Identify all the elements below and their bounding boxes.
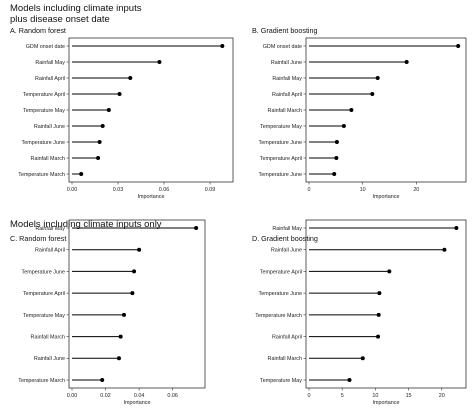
panel-d-y-tick-label: Temperature April	[260, 269, 302, 275]
panel-a-y-tick-label: Rainfall June	[34, 124, 65, 130]
panel-b-y-tick-label: GDM onset date	[263, 44, 302, 50]
panel-b-point	[375, 76, 380, 80]
panel-d-point	[387, 269, 392, 274]
panel-a-point	[79, 172, 84, 176]
panel-c-y-tick-label: Temperature March	[18, 378, 65, 384]
panel-a-point	[97, 140, 102, 144]
panel-d-point	[376, 334, 381, 339]
panel-a-y-tick-label: Rainfall April	[35, 76, 65, 82]
panel-a-y-tick-label: Temperature May	[23, 108, 65, 114]
panel-a-y-tick-label: Temperature April	[23, 92, 65, 98]
panel-b-title: B. Gradient boosting	[252, 26, 318, 35]
panel-b-point	[341, 124, 346, 128]
panel-b-x-axis-title: Importance	[373, 194, 400, 200]
panel-a-y-tick-label: GDM onset date	[26, 44, 65, 50]
panel-c-x-tick-label: 0.06	[167, 393, 178, 399]
panel-a-y-tick-label: Temperature March	[18, 172, 65, 178]
panel-b-point	[349, 108, 354, 112]
panel-b-y-tick-label: Temperature April	[260, 156, 302, 162]
panel-b-point	[404, 60, 409, 64]
panel-d-point	[360, 356, 365, 361]
panel-c-y-tick-label: Temperature June	[22, 269, 65, 275]
panel-a-point	[117, 92, 122, 96]
panel-d-point	[377, 291, 382, 296]
panel-a-y-tick-label: Temperature June	[22, 140, 65, 146]
panel-d-y-tick-label: Temperature March	[255, 313, 302, 319]
section-heading-climate-only: Models including climate inputs only	[10, 219, 162, 230]
panel-d-x-tick-label: 5	[341, 393, 344, 399]
panel-a-x-tick-label: 0.06	[159, 187, 170, 193]
panel-d-y-tick-label: Rainfall March	[268, 356, 302, 362]
section-heading-climate-plus-onset-line1: Models including climate inputs	[10, 3, 142, 14]
panel-b-point	[334, 156, 339, 160]
panel-a-point	[96, 156, 101, 160]
panel-d-x-tick-label: 0	[308, 393, 311, 399]
panel-c-point	[122, 312, 126, 317]
panel-c-point	[130, 291, 135, 296]
panel-b-point	[334, 140, 339, 144]
panel-b-point	[456, 44, 461, 48]
panel-b-point	[370, 92, 375, 96]
panel-a-x-tick-label: 0.03	[113, 187, 124, 193]
panel-c-x-tick-label: 0.02	[100, 393, 111, 399]
panel-d-title: D. Gradient boosting	[252, 234, 318, 243]
panel-b-y-tick-label: Rainfall June	[271, 60, 302, 66]
panel-a-point	[128, 76, 133, 80]
panel-d-y-tick-label: Temperature June	[259, 291, 302, 297]
section-heading-climate-plus-onset-line2: plus disease onset date	[10, 14, 110, 25]
panel-d-point	[442, 247, 447, 252]
panel-c-point	[100, 378, 105, 382]
panel-d-x-tick-label: 15	[406, 393, 412, 399]
panel-d-point	[347, 378, 352, 382]
panel-d-frame	[305, 219, 467, 389]
panel-c-point	[194, 226, 199, 230]
panel-a-y-tick-label: Rainfall May	[35, 60, 65, 66]
panel-c-x-tick-label: 0.00	[67, 393, 78, 399]
panel-d-x-axis-title: Importance	[373, 400, 400, 406]
panel-c-y-tick-label: Temperature April	[23, 291, 65, 297]
panel-d-x-tick-label: 20	[439, 393, 445, 399]
panel-c-frame	[68, 219, 206, 389]
panel-d-y-tick-label: Rainfall June	[271, 248, 302, 254]
panel-c-point	[116, 356, 121, 361]
panel-c-y-tick-label: Rainfall June	[34, 356, 65, 362]
panel-c-point	[137, 247, 142, 252]
panel-a-title: A. Random forest	[10, 26, 66, 35]
panel-c-title: C. Random forest	[10, 234, 66, 243]
panel-c-y-tick-label: Rainfall March	[31, 334, 65, 340]
panel-b-y-tick-label: Temperature June	[259, 140, 302, 146]
panel-d-y-tick-label: Temperature May	[260, 378, 302, 384]
panel-c-point	[132, 269, 137, 274]
panel-a-point	[220, 44, 225, 48]
panel-c-x-tick-label: 0.04	[134, 393, 145, 399]
panel-b-x-tick-label: 20	[413, 187, 419, 193]
panel-a-x-axis-title: Importance	[138, 194, 165, 200]
panel-c-point	[118, 334, 123, 339]
panel-d-point	[376, 312, 381, 317]
panel-b-y-tick-label: Rainfall May	[272, 76, 302, 82]
panel-d-y-tick-label: Rainfall May	[272, 226, 302, 232]
panel-d-y-tick-label: Rainfall April	[272, 334, 302, 340]
panel-a-point	[100, 124, 105, 128]
panel-c-x-axis-title: Importance	[124, 400, 151, 406]
panel-c-y-tick-label: Rainfall April	[35, 248, 65, 254]
panel-c-y-tick-label: Temperature May	[23, 313, 65, 319]
panel-a-x-tick-label: 0.00	[67, 187, 78, 193]
panel-c-y-tick-label: Rainfall May	[35, 226, 65, 232]
panel-d-x-tick-label: 10	[372, 393, 378, 399]
panel-b-point	[332, 172, 337, 176]
panel-a-y-tick-label: Rainfall March	[31, 156, 65, 162]
panel-a-x-tick-label: 0.09	[205, 187, 216, 193]
panel-b-y-tick-label: Temperature June	[259, 172, 302, 178]
panel-b-y-tick-label: Rainfall April	[272, 92, 302, 98]
panel-a-point	[106, 108, 111, 112]
panel-a-point	[157, 60, 162, 64]
panel-b-x-tick-label: 10	[360, 187, 366, 193]
panel-b-y-tick-label: Temperature May	[260, 124, 302, 130]
panel-d-point	[454, 226, 459, 230]
panel-b-y-tick-label: Rainfall March	[268, 108, 302, 114]
panel-b-x-tick-label: 0	[308, 187, 311, 193]
